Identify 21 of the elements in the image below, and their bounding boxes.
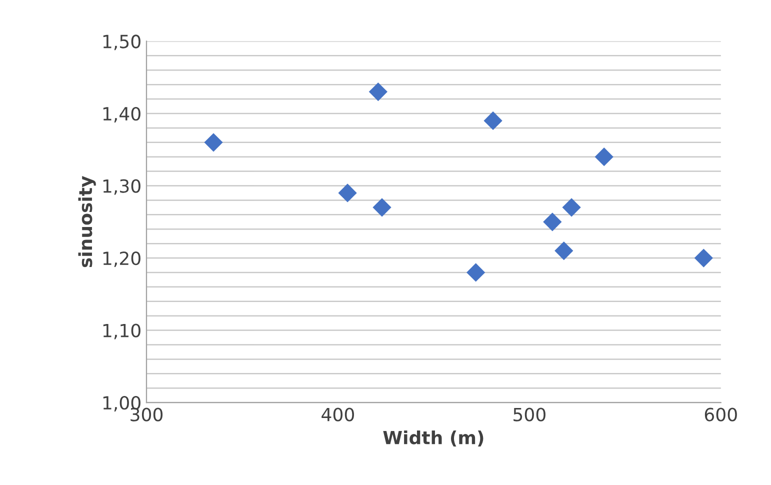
y-tick-label: 1,50 bbox=[103, 34, 140, 50]
point bbox=[543, 212, 562, 232]
y-tick-label: 1,30 bbox=[103, 179, 140, 195]
y-tick-label: 1,10 bbox=[103, 324, 140, 340]
point bbox=[372, 198, 392, 217]
point bbox=[554, 241, 574, 260]
point bbox=[466, 263, 486, 282]
y-tick-label: 1,40 bbox=[103, 106, 140, 122]
y-axis-title: sinuosity bbox=[78, 176, 96, 268]
point bbox=[562, 198, 581, 217]
y-tick-label: 1,20 bbox=[103, 251, 140, 267]
point bbox=[484, 111, 502, 130]
point bbox=[594, 148, 614, 166]
x-axis-title: Width (m) bbox=[383, 430, 484, 447]
x-tick-label: 400 bbox=[322, 408, 354, 422]
point bbox=[694, 248, 713, 268]
point bbox=[204, 133, 223, 152]
point bbox=[338, 184, 357, 202]
point bbox=[368, 82, 388, 102]
x-tick-label: 600 bbox=[704, 408, 737, 422]
x-tick-label: 500 bbox=[514, 408, 546, 422]
